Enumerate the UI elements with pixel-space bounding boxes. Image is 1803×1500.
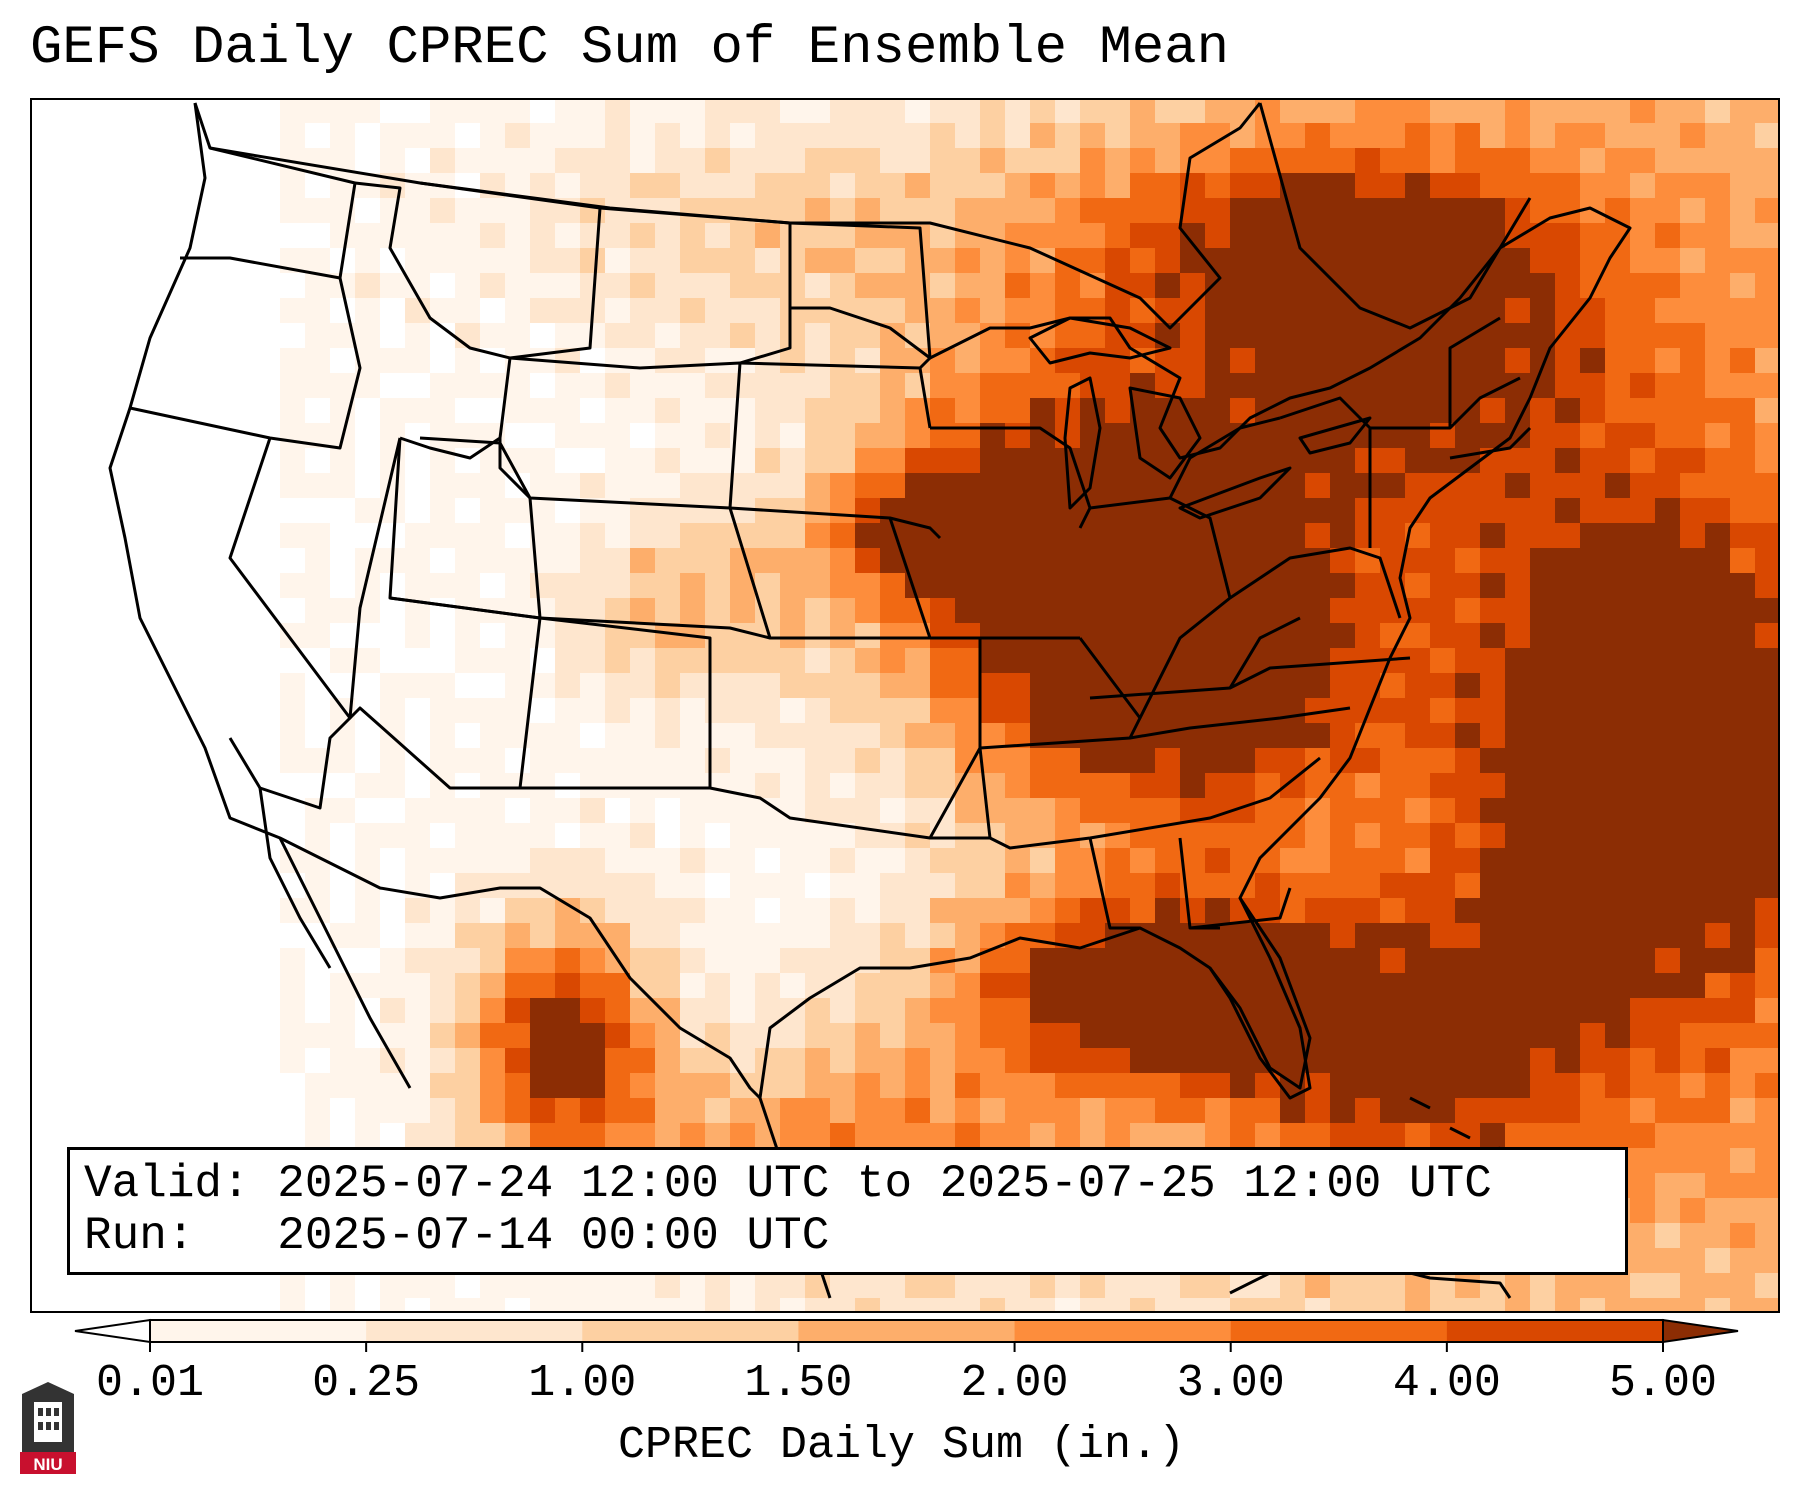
colorbar-tick-label: 0.25 (312, 1358, 421, 1409)
colorbar-under-triangle (74, 1318, 151, 1344)
colorbar-segment (798, 1320, 1016, 1342)
colorbar-segment (366, 1320, 583, 1342)
colorbar-over-triangle (1662, 1318, 1739, 1344)
florida (1208, 897, 1312, 1100)
lake-ontario (1298, 416, 1372, 455)
colorbar-segment (1230, 1320, 1448, 1342)
colorbar-tick-label: 2.00 (960, 1358, 1069, 1409)
colorbar-outline (149, 1319, 1664, 1343)
colorbar-tick-label: 3.00 (1176, 1358, 1285, 1409)
colorbar (74, 1318, 1739, 1352)
run-time: Run: 2025-07-14 00:00 UTC (84, 1210, 830, 1262)
logo-text: NIU (33, 1455, 62, 1474)
colorbar-segment (1446, 1320, 1664, 1342)
niu-tower-logo-icon: NIU (18, 1382, 78, 1482)
lake-erie (1178, 466, 1292, 520)
valid-run-info-box: Valid: 2025-07-24 12:00 UTC to 2025-07-2… (67, 1147, 1628, 1275)
lake-michigan (1063, 376, 1102, 510)
precip-field (30, 98, 1780, 1313)
baja (258, 787, 332, 969)
colorbar-tick-label: 4.00 (1392, 1358, 1501, 1409)
colorbar-tick-label: 1.50 (744, 1358, 853, 1409)
colorbar-label: CPREC Daily Sum (in.) (617, 1420, 1186, 1471)
colorbar-segment (150, 1320, 367, 1342)
colorbar-tick-label: 5.00 (1608, 1358, 1718, 1409)
canada-border-east (1258, 102, 1532, 330)
chart-title: GEFS Daily CPREC Sum of Ensemble Mean (30, 18, 1229, 79)
us-outline (108, 102, 1632, 1100)
lake-huron (1128, 386, 1202, 480)
lake-superior (1028, 316, 1172, 365)
map-canvas (30, 98, 1780, 1313)
map-border (30, 98, 1780, 1313)
valid-time: Valid: 2025-07-24 12:00 UTC to 2025-07-2… (84, 1158, 1492, 1210)
colorbar-tick-label: 1.00 (528, 1358, 637, 1409)
precip-map (30, 98, 1780, 1313)
mexico-coast (278, 837, 412, 1089)
colorbar-tick-label: 0.01 (95, 1358, 205, 1409)
colorbar-segment (582, 1320, 799, 1342)
colorbar-segment (1014, 1320, 1232, 1342)
